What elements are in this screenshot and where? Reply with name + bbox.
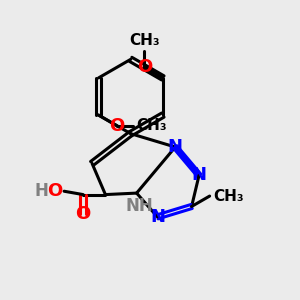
Text: CH₃: CH₃	[136, 118, 167, 133]
Text: O: O	[110, 117, 125, 135]
Text: N: N	[150, 208, 165, 226]
Text: CH₃: CH₃	[129, 33, 160, 48]
Text: N: N	[168, 138, 183, 156]
Text: H: H	[35, 182, 49, 200]
Text: O: O	[137, 58, 152, 76]
Text: NH: NH	[126, 197, 154, 215]
Text: N: N	[191, 166, 206, 184]
Text: O: O	[47, 182, 63, 200]
Text: CH₃: CH₃	[213, 189, 244, 204]
Text: O: O	[76, 205, 91, 223]
